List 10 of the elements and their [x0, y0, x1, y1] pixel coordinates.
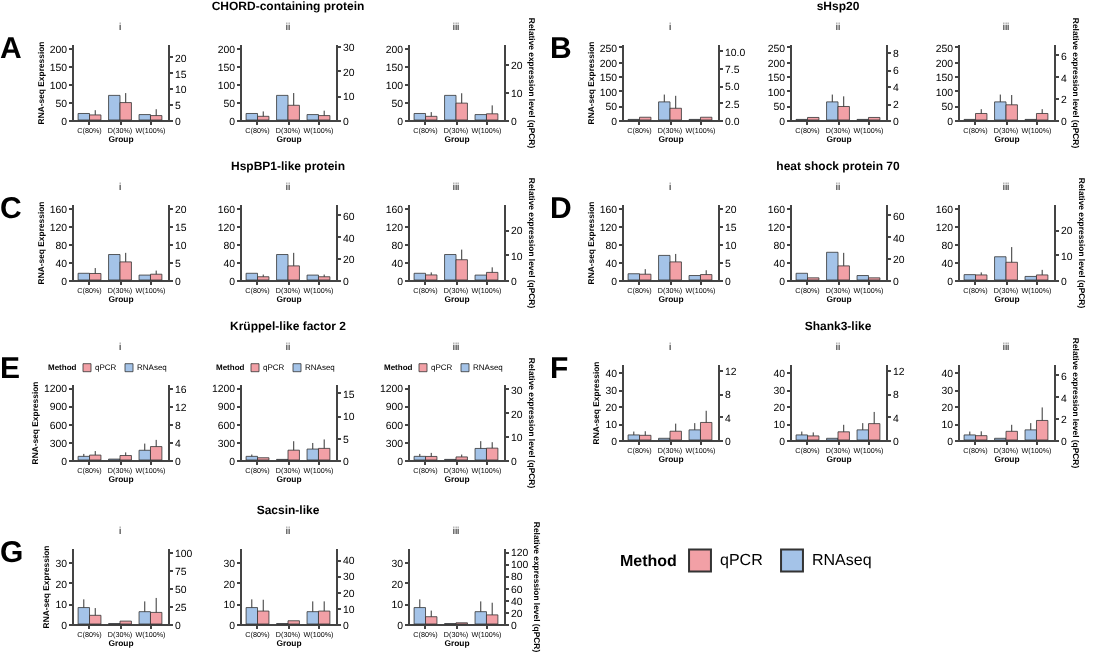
legend-title: Method	[620, 552, 678, 570]
text: D	[550, 192, 572, 226]
text: F	[550, 352, 569, 386]
text: A	[0, 32, 22, 66]
legend-label: RNAseq	[812, 550, 872, 569]
text: G	[0, 536, 24, 570]
legend-label: qPCR	[720, 550, 764, 569]
text: E	[0, 352, 21, 386]
text: B	[550, 32, 572, 66]
text: C	[0, 192, 22, 226]
